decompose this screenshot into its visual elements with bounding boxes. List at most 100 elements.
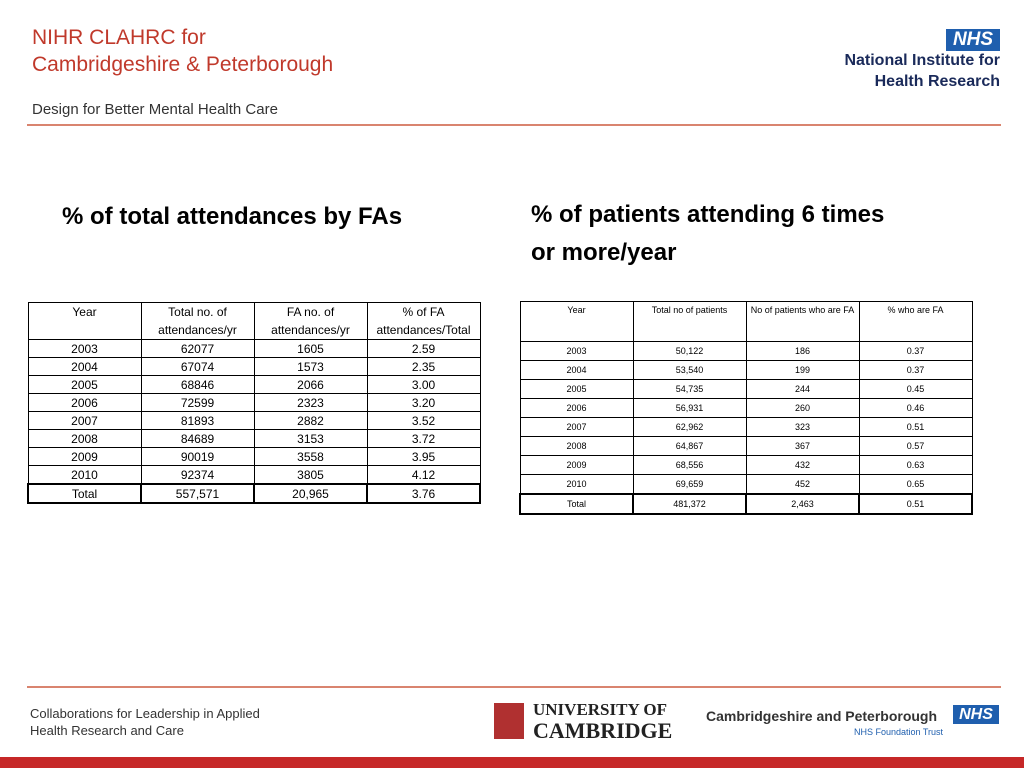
cell: 50,122: [632, 341, 747, 361]
cell: 2323: [253, 393, 368, 412]
cell: 2004: [27, 357, 142, 376]
cell: 199: [745, 360, 860, 380]
cell: Total: [27, 483, 142, 504]
cell: 2006: [27, 393, 142, 412]
cell: Total: [519, 493, 634, 515]
cell: 2008: [519, 436, 634, 456]
cell: 2009: [519, 455, 634, 475]
cell: 452: [745, 474, 860, 495]
cell: 0.63: [858, 455, 973, 475]
column-header: Year: [519, 301, 634, 342]
cell: 2003: [519, 341, 634, 361]
cell: 56,931: [632, 398, 747, 418]
row: 2004 67074 1573 2.35: [27, 357, 481, 376]
cell: 0.65: [858, 474, 973, 495]
row: 2009 90019 3558 3.95: [27, 447, 481, 466]
cell: 2,463: [745, 493, 860, 515]
row: 2009 68,556 432 0.63: [519, 455, 973, 475]
cell: 481,372: [632, 493, 747, 515]
row: 2003 50,122 186 0.37: [519, 341, 973, 361]
cell: 3.52: [366, 411, 481, 430]
row: Total 481,372 2,463 0.51: [519, 493, 973, 515]
left-title: % of total attendances by FAs: [62, 203, 403, 230]
cell: 92374: [140, 465, 255, 485]
row: Total 557,571 20,965 3.76: [27, 483, 481, 504]
cell: 53,540: [632, 360, 747, 380]
cell: 0.51: [858, 417, 973, 437]
row: 2006 56,931 260 0.46: [519, 398, 973, 418]
cell: 2009: [27, 447, 142, 466]
cell: 84689: [140, 429, 255, 448]
cell: 62077: [140, 339, 255, 358]
cell: 3558: [253, 447, 368, 466]
cell: 3.76: [366, 483, 481, 504]
cell: 2882: [253, 411, 368, 430]
row: 2004 53,540 199 0.37: [519, 360, 973, 380]
patients-table: Year Total no of patients No of patients w…: [519, 301, 973, 515]
row: 2007 62,962 323 0.51: [519, 417, 973, 437]
cell: 0.51: [858, 493, 973, 515]
cell: 62,962: [632, 417, 747, 437]
cell: 2007: [519, 417, 634, 437]
cell: 3.00: [366, 375, 481, 394]
cell: 2066: [253, 375, 368, 394]
org-line: NIHR CLAHRC for: [32, 26, 206, 49]
row: 2005 68846 2066 3.00: [27, 375, 481, 394]
cell: 2.35: [366, 357, 481, 376]
cell: 0.46: [858, 398, 973, 418]
cell: 67074: [140, 357, 255, 376]
trust-name: Cambridgeshire and Peterborough: [706, 708, 938, 724]
column-header: Year: [27, 302, 142, 340]
row: 2006 72599 2323 3.20: [27, 393, 481, 412]
cell: 0.57: [858, 436, 973, 456]
cell: 81893: [140, 411, 255, 430]
cell: 3.20: [366, 393, 481, 412]
cell: 557,571: [140, 483, 255, 504]
university-line: UNIVERSITY OF: [533, 700, 667, 719]
nhs-badge: NHS: [946, 29, 1000, 51]
row: 2005 54,735 244 0.45: [519, 379, 973, 399]
cell: 2003: [27, 339, 142, 358]
tagline: Design for Better Mental Health Care: [32, 101, 278, 118]
row: 2007 81893 2882 3.52: [27, 411, 481, 430]
cell: 2004: [519, 360, 634, 380]
rule: [27, 686, 1001, 688]
column-header: % who are FA: [858, 301, 973, 342]
cell: 2005: [27, 375, 142, 394]
column-header: Total no of patients: [632, 301, 747, 342]
clahrc-line: Health Research and Care: [30, 723, 184, 738]
cell: 260: [745, 398, 860, 418]
org-line: Cambridgeshire & Peterborough: [32, 53, 334, 76]
cell: 186: [745, 341, 860, 361]
attendance-table: Year Total no. of attendances/yr FA no. of…: [27, 302, 481, 504]
nhs-badge: NHS: [953, 705, 999, 724]
clahrc-line: Collaborations for Leadership in Applied: [30, 706, 260, 721]
institute-line: Health Research: [874, 73, 1000, 90]
cell: 69,659: [632, 474, 747, 495]
column-header: Total no. of attendances/yr: [140, 302, 255, 340]
cell: 432: [745, 455, 860, 475]
cell: 20,965: [253, 483, 368, 504]
column-header: No of patients who are FA: [745, 301, 860, 342]
cell: 72599: [140, 393, 255, 412]
cell: 0.45: [858, 379, 973, 399]
cell: 323: [745, 417, 860, 437]
header-row: Year Total no of patients No of patients w…: [519, 301, 973, 342]
institute-line: National Institute for: [844, 52, 1000, 69]
bottom-bar: [0, 757, 1024, 768]
row: 2008 64,867 367 0.57: [519, 436, 973, 456]
cell: 1605: [253, 339, 368, 358]
row: 2010 69,659 452 0.65: [519, 474, 973, 495]
cell: 2007: [27, 411, 142, 430]
column-header: FA no. of attendances/yr: [253, 302, 368, 340]
cell: 3.72: [366, 429, 481, 448]
cell: 2.59: [366, 339, 481, 358]
cell: 68,556: [632, 455, 747, 475]
crest: [494, 703, 524, 739]
cell: 2006: [519, 398, 634, 418]
right-title: % of patients attending 6 times or more/…: [531, 201, 885, 266]
row: 2003 62077 1605 2.59: [27, 339, 481, 358]
university-line: CAMBRIDGE: [533, 718, 673, 743]
cell: 3153: [253, 429, 368, 448]
cell: 68846: [140, 375, 255, 394]
